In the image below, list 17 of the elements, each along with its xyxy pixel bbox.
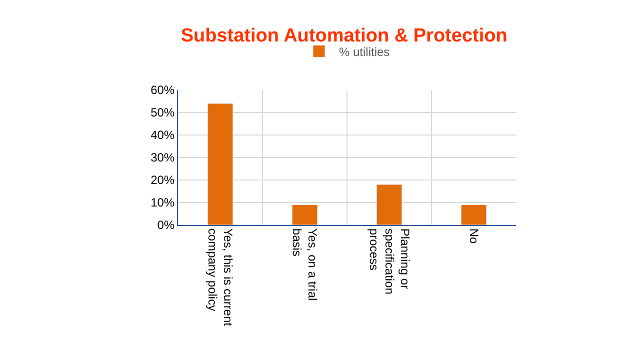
x-tick-label: Planning or specification process xyxy=(366,228,412,294)
bar xyxy=(292,204,318,225)
y-tick-label: 0% xyxy=(157,218,175,232)
bar xyxy=(376,184,402,225)
y-tick-label: 30% xyxy=(150,150,175,165)
chart-title: Substation Automation & Protection xyxy=(180,26,508,47)
x-tick-label: No xyxy=(466,228,481,244)
bar xyxy=(207,103,234,225)
y-tick-label: 60% xyxy=(150,83,175,98)
x-tick-label: Yes, this is current company policy xyxy=(206,228,236,327)
x-tick-label: Yes, on a trial basis xyxy=(290,228,320,301)
y-tick-label: 40% xyxy=(150,128,175,142)
legend-label: % utilities xyxy=(339,44,390,59)
bar xyxy=(460,204,487,225)
y-tick-label: 50% xyxy=(150,106,175,120)
y-tick-label: 10% xyxy=(150,196,175,210)
y-tick-label: 20% xyxy=(150,173,175,188)
